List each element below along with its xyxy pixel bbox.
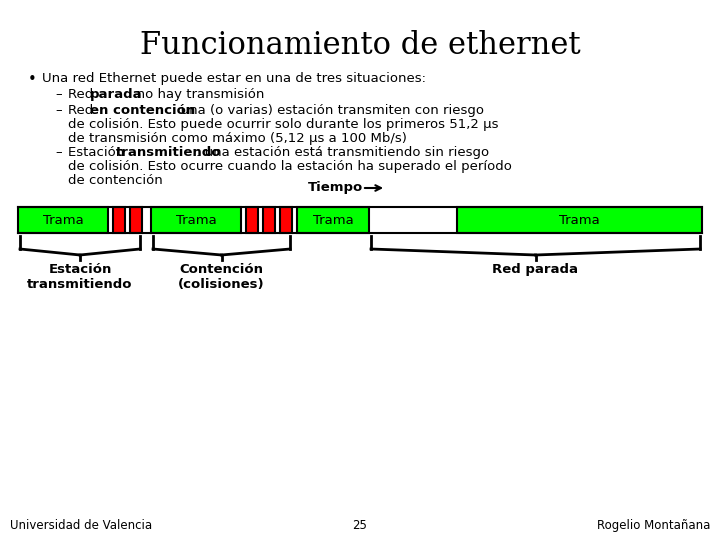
Text: 25: 25 bbox=[353, 519, 367, 532]
Bar bbox=[246, 207, 258, 233]
Bar bbox=[151, 207, 241, 233]
Bar bbox=[130, 207, 142, 233]
Text: •: • bbox=[28, 72, 37, 87]
Text: Tiempo: Tiempo bbox=[308, 181, 364, 194]
Text: en contención: en contención bbox=[90, 104, 195, 117]
Bar bbox=[297, 207, 369, 233]
Text: Trama: Trama bbox=[176, 213, 217, 226]
Text: Funcionamiento de ethernet: Funcionamiento de ethernet bbox=[140, 30, 580, 61]
Text: Contención
(colisiones): Contención (colisiones) bbox=[178, 263, 265, 291]
Text: parada: parada bbox=[90, 88, 143, 101]
Text: : una estación está transmitiendo sin riesgo: : una estación está transmitiendo sin ri… bbox=[196, 146, 489, 159]
Text: de transmisión como máximo (5,12 μs a 100 Mb/s): de transmisión como máximo (5,12 μs a 10… bbox=[68, 132, 407, 145]
Text: de colisión. Esto puede ocurrir solo durante los primeros 51,2 μs: de colisión. Esto puede ocurrir solo dur… bbox=[68, 118, 498, 131]
Text: Rogelio Montañana: Rogelio Montañana bbox=[597, 519, 710, 532]
Text: de colisión. Esto ocurre cuando la estación ha superado el período: de colisión. Esto ocurre cuando la estac… bbox=[68, 160, 512, 173]
Bar bbox=[280, 207, 292, 233]
Text: Estación: Estación bbox=[68, 146, 128, 159]
Bar bbox=[18, 207, 108, 233]
Text: : una (o varias) estación transmiten con riesgo: : una (o varias) estación transmiten con… bbox=[172, 104, 484, 117]
Text: –: – bbox=[55, 146, 62, 159]
Text: Trama: Trama bbox=[42, 213, 84, 226]
Text: Una red Ethernet puede estar en una de tres situaciones:: Una red Ethernet puede estar en una de t… bbox=[42, 72, 426, 85]
Text: Red: Red bbox=[68, 88, 97, 101]
Bar bbox=[457, 207, 702, 233]
Text: –: – bbox=[55, 88, 62, 101]
Bar bbox=[113, 207, 125, 233]
Text: Universidad de Valencia: Universidad de Valencia bbox=[10, 519, 152, 532]
Text: de contención: de contención bbox=[68, 174, 163, 187]
Text: transmitiendo: transmitiendo bbox=[116, 146, 222, 159]
Text: Estación
transmitiendo: Estación transmitiendo bbox=[27, 263, 132, 291]
Text: : no hay transmisión: : no hay transmisión bbox=[128, 88, 264, 101]
Text: Trama: Trama bbox=[559, 213, 600, 226]
Text: Red parada: Red parada bbox=[492, 263, 578, 276]
Text: Trama: Trama bbox=[312, 213, 354, 226]
Text: Red: Red bbox=[68, 104, 97, 117]
Bar bbox=[263, 207, 275, 233]
Text: –: – bbox=[55, 104, 62, 117]
